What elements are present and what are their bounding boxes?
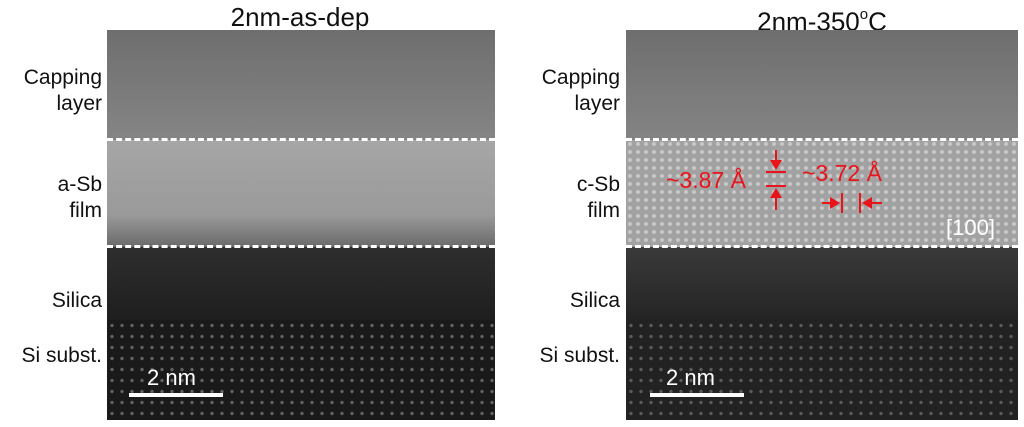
- right-capping-region: [626, 30, 1018, 140]
- left-film-region: [107, 140, 495, 247]
- right-title-degree: o: [859, 6, 869, 23]
- right-silica-region: [626, 247, 1018, 320]
- left-lower-interface-line: [107, 245, 495, 248]
- left-film-line1: a-Sb: [57, 173, 102, 196]
- right-lower-interface-line: [626, 245, 1018, 248]
- left-film-label: a-Sb film: [2, 172, 102, 224]
- left-tem-image: 2 nm: [107, 30, 495, 420]
- right-upper-interface-line: [626, 138, 1018, 141]
- right-capping-line2: layer: [574, 92, 620, 115]
- left-capping-region: [107, 30, 495, 140]
- right-film-region: [626, 140, 1018, 247]
- left-capping-line1: Capping: [23, 66, 102, 89]
- right-substrate-label: Si subst.: [539, 344, 620, 367]
- left-upper-interface-line: [107, 138, 495, 141]
- right-film-label: c-Sb film: [520, 172, 620, 224]
- left-substrate-region: [107, 320, 495, 420]
- left-silica-label: Silica: [51, 289, 102, 312]
- right-silica-label: Silica: [569, 289, 620, 312]
- left-silica-region: [107, 247, 495, 320]
- right-film-line2: film: [587, 199, 620, 222]
- right-capping-label: Capping layer: [520, 65, 620, 117]
- right-scale-bar: [650, 393, 744, 397]
- horizontal-spacing-marker: [822, 193, 882, 213]
- left-substrate-label: Si subst.: [21, 344, 102, 367]
- right-film-line1: c-Sb: [576, 173, 620, 196]
- left-film-line2: film: [69, 199, 102, 222]
- left-scale-label: 2 nm: [147, 365, 196, 390]
- left-panel-title: 2nm-as-dep: [230, 2, 370, 32]
- right-scale-label: 2 nm: [666, 365, 715, 390]
- left-capping-label: Capping layer: [2, 65, 102, 117]
- right-capping-line1: Capping: [541, 66, 620, 89]
- right-tem-image: ~3.87 Å ~3.72 Å [100] 2 nm: [626, 30, 1018, 420]
- vertical-spacing-label: ~3.87 Å: [666, 167, 746, 193]
- left-capping-line2: layer: [56, 92, 102, 115]
- left-scale-bar: [129, 393, 223, 397]
- vertical-spacing-marker: [766, 150, 786, 210]
- right-substrate-region: [626, 320, 1018, 420]
- zone-axis-label: [100]: [946, 215, 995, 240]
- right-title-unit: C: [868, 6, 887, 37]
- horizontal-spacing-label: ~3.72 Å: [802, 160, 882, 186]
